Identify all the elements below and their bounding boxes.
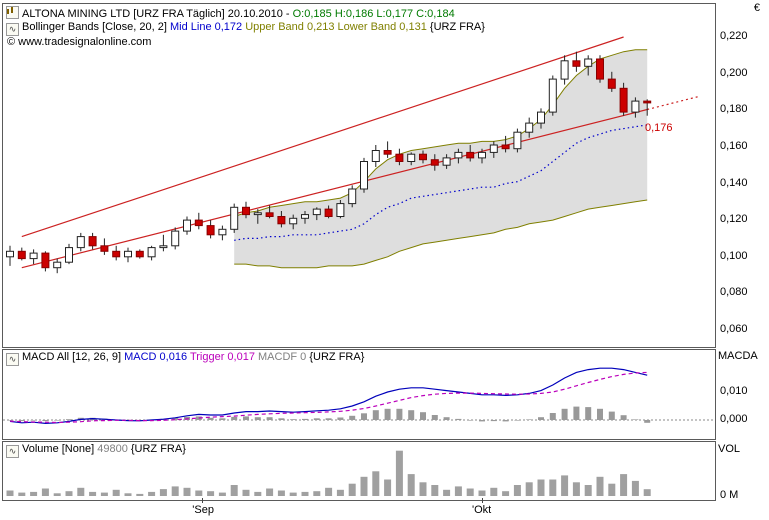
- volume-axis-title: VOL: [718, 443, 741, 455]
- price-axis-label: 0,220: [720, 30, 748, 42]
- macd-name: MACD All [12, 26, 9]: [22, 351, 125, 363]
- time-axis-tick: [482, 498, 483, 503]
- watermark: © www.tradesignalonline.com: [7, 36, 152, 48]
- macd-trigger-line: [9, 371, 648, 424]
- bollinger-bands-values: Upper Band 0,213 Lower Band 0,131: [245, 21, 430, 33]
- price-panel[interactable]: ALTONA MINING LTD [URZ FRA Täglich] 20.1…: [2, 3, 716, 348]
- macd-histogram: [7, 406, 651, 423]
- volume-chart-canvas[interactable]: [3, 442, 713, 498]
- price-chart-canvas[interactable]: [3, 4, 713, 345]
- macd-symbol: {URZ FRA}: [309, 351, 365, 363]
- indicator-wave-icon[interactable]: ∿: [6, 353, 19, 366]
- macd-axis-title: MACDA: [718, 350, 758, 362]
- volume-axis[interactable]: VOL 0 M: [714, 0, 769, 520]
- price-axis-label: 0,120: [720, 213, 748, 226]
- bollinger-symbol: {URZ FRA}: [429, 21, 485, 33]
- indicator-wave-icon[interactable]: ∿: [6, 445, 19, 458]
- bollinger-header: ∿ Bollinger Bands [Close, 20, 2] Mid Line…: [6, 21, 485, 36]
- volume-bars: [6, 450, 651, 496]
- price-panel-header: ALTONA MINING LTD [URZ FRA Täglich] 20.1…: [6, 6, 455, 21]
- volume-header: ∿ Volume [None] 49800 {URZ FRA}: [6, 443, 186, 458]
- trend-channel-lines: [21, 36, 701, 269]
- macd-chart-canvas[interactable]: [3, 350, 713, 437]
- time-axis-label: 'Okt: [472, 504, 492, 516]
- bollinger-name: Bollinger Bands [Close, 20, 2]: [22, 21, 170, 33]
- macd-trigger-value: Trigger 0,017: [189, 351, 259, 363]
- price-axis-label: 0,160: [720, 139, 748, 152]
- macd-panel[interactable]: ∿ MACD All [12, 26, 9] MACD 0,016 Trigger…: [2, 349, 716, 440]
- price-axis-label: 0,200: [720, 66, 748, 79]
- currency-label: €: [753, 2, 760, 14]
- volume-name: Volume [None]: [22, 443, 98, 455]
- time-axis-tick: [202, 498, 204, 503]
- bollinger-midline-value: Mid Line 0,172: [169, 21, 246, 33]
- indicator-wave-icon[interactable]: ∿: [6, 23, 19, 36]
- volume-panel[interactable]: ∿ Volume [None] 49800 {URZ FRA}: [2, 441, 716, 501]
- volume-value: 49800: [97, 443, 131, 455]
- price-axis-label: 0,140: [720, 176, 748, 189]
- ohlc-values: O:0,185 H:0,186 L:0,177 C:0,184: [292, 8, 455, 20]
- price-axis-label: 0,180: [720, 103, 748, 116]
- candlestick-chart-icon[interactable]: [6, 6, 19, 19]
- chart-title: ALTONA MINING LTD [URZ FRA Täglich] 20.1…: [22, 8, 293, 20]
- macd-axis[interactable]: MACDA 0,010 0,000: [714, 0, 769, 520]
- bollinger-band-area: [234, 49, 648, 269]
- price-annotation: 0,176: [645, 121, 673, 134]
- price-axis-label: 0,100: [720, 249, 748, 262]
- time-axis[interactable]: 'Sep 'Okt: [0, 498, 714, 520]
- price-axis[interactable]: € 0,220 0,200 0,180 0,160 0,140 0,120 0,100 0,0…: [714, 0, 769, 520]
- macdf-value: MACDF 0: [258, 351, 310, 363]
- volume-axis-label: 0 M: [720, 489, 739, 501]
- volume-symbol: {URZ FRA}: [130, 443, 186, 455]
- macd-axis-label: 0,010: [720, 385, 748, 397]
- macd-header: ∿ MACD All [12, 26, 9] MACD 0,016 Trigger…: [6, 351, 364, 366]
- price-axis-label: 0,060: [720, 323, 748, 335]
- time-axis-label: 'Sep: [192, 504, 214, 516]
- price-axis-label: 0,080: [720, 286, 748, 299]
- macd-value: MACD 0,016: [124, 351, 190, 363]
- macd-axis-label: 0,000: [720, 413, 748, 425]
- candles: [6, 51, 652, 274]
